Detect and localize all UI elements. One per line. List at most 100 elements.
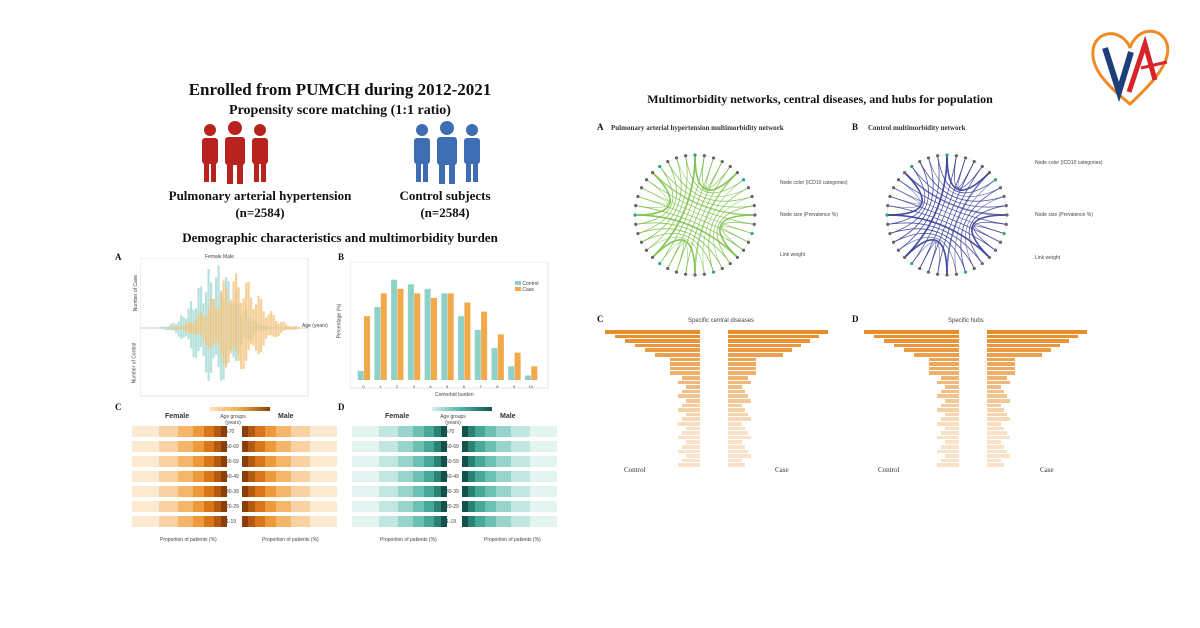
stack-seg xyxy=(433,486,442,497)
right-panel-b-title: Control multimorbidity network xyxy=(868,124,966,132)
hist-bar-top-orange xyxy=(222,280,225,328)
butterfly-bar-left xyxy=(903,348,959,352)
butterfly-bar-left xyxy=(936,435,959,440)
hist-bar-bottom-orange xyxy=(185,328,188,332)
butterfly-bar-left xyxy=(678,408,700,412)
panel-d-female: Female xyxy=(385,413,410,420)
network-node xyxy=(910,164,914,169)
stack-seg xyxy=(397,426,413,437)
hist-bar-bottom-orange xyxy=(230,328,233,354)
network-link xyxy=(928,157,1001,197)
stack-seg xyxy=(204,426,214,437)
network-node xyxy=(926,156,931,160)
stack-seg xyxy=(310,501,337,512)
right-panel-a-title: Pulmonary arterial hypertension multimor… xyxy=(611,124,784,132)
bar-case-1 xyxy=(380,293,387,380)
hist-bar-bottom-orange xyxy=(172,328,175,330)
network-node xyxy=(666,266,670,271)
butterfly-bar-left xyxy=(944,385,959,389)
hist-bar-top-orange xyxy=(185,323,188,328)
network-link xyxy=(685,166,731,275)
butterfly-bar-right xyxy=(986,362,1015,366)
stack-seg xyxy=(412,441,425,452)
heart-outline-icon xyxy=(1091,29,1170,106)
butterfly-bar-left xyxy=(944,454,959,458)
stack-seg xyxy=(484,486,497,497)
butterfly-bar-left xyxy=(944,426,959,431)
network-link xyxy=(928,161,975,273)
stack-seg xyxy=(496,426,512,437)
stack-seg xyxy=(412,456,425,467)
hist-bar-top-orange xyxy=(210,297,213,328)
hist-bar-bottom-orange xyxy=(200,328,203,336)
hist-bar-top-orange xyxy=(255,304,258,328)
network-link xyxy=(646,179,755,225)
network-link xyxy=(646,236,705,275)
network-link xyxy=(904,239,948,276)
stack-seg xyxy=(192,441,205,452)
butterfly-bar-left xyxy=(686,426,700,431)
stack-seg xyxy=(424,441,434,452)
bar-control-1 xyxy=(374,307,381,380)
stack-seg xyxy=(352,501,379,512)
butterfly-bar-left xyxy=(678,394,700,398)
stack-seg xyxy=(496,471,512,482)
hist-bar-top-orange xyxy=(207,308,210,328)
hist-bar-bottom-orange xyxy=(240,328,243,370)
network-link xyxy=(974,225,1005,243)
network-link xyxy=(652,172,756,216)
right-panel-d-title: Specific hubs xyxy=(948,318,984,324)
stack-seg xyxy=(530,456,557,467)
stack-seg xyxy=(158,441,178,452)
network-node xyxy=(886,222,890,226)
butterfly-bar-right xyxy=(986,417,1010,421)
stack-seg xyxy=(132,441,159,452)
hist-bar-bottom-orange xyxy=(180,328,183,330)
stack-seg xyxy=(221,516,227,527)
network-node xyxy=(711,270,716,274)
hist-bar-bottom-orange xyxy=(267,328,270,336)
stack-seg xyxy=(441,471,447,482)
butterfly-bar-left xyxy=(944,412,959,417)
butterfly-bar-right xyxy=(986,353,1042,357)
stack-seg xyxy=(255,426,265,437)
stack-seg xyxy=(255,456,265,467)
bar-control-8 xyxy=(491,348,498,380)
network-node xyxy=(918,266,922,271)
panel-b-chart: 0 1 2 3 4 5 6 7 8 9 10 xyxy=(350,262,549,389)
butterfly-bar-left xyxy=(913,353,959,357)
network-node xyxy=(1002,231,1006,236)
stack-seg xyxy=(132,456,159,467)
panel-c-xlabel-right: Proportion of patients (%) xyxy=(262,537,319,543)
network-node xyxy=(658,261,662,266)
network-node xyxy=(674,270,679,274)
network-link xyxy=(716,205,755,264)
hist-bar-top-orange xyxy=(190,322,193,328)
butterfly-bar-right xyxy=(986,445,1004,449)
network-node xyxy=(650,255,655,260)
network-link xyxy=(954,179,996,275)
logo xyxy=(1091,29,1170,106)
stack-seg xyxy=(412,471,425,482)
stack-seg xyxy=(276,501,292,512)
section-title: Demographic characteristics and multimor… xyxy=(182,230,498,245)
hist-bar-top-teal xyxy=(187,308,190,328)
network-link xyxy=(646,155,688,251)
network-node xyxy=(902,170,907,175)
hist-bar-top-orange xyxy=(170,327,173,328)
stack-seg xyxy=(255,516,265,527)
network-link xyxy=(694,172,738,276)
stack-seg xyxy=(530,426,557,437)
stack-seg xyxy=(242,426,248,437)
stack-seg xyxy=(255,486,265,497)
network-node xyxy=(963,156,968,160)
network-link xyxy=(887,166,926,225)
panel-b-xlabel: Comorbid burden xyxy=(435,392,474,398)
butterfly-bar-left xyxy=(936,463,959,467)
panel-d-xlabel-left: Proportion of patients (%) xyxy=(380,537,437,543)
panel-d-letter: D xyxy=(338,402,345,412)
network-node xyxy=(1002,194,1006,199)
network-link xyxy=(641,233,714,273)
network-a-legend-color: Node color (ICD10 categories) xyxy=(780,180,848,186)
stack-seg xyxy=(310,441,337,452)
